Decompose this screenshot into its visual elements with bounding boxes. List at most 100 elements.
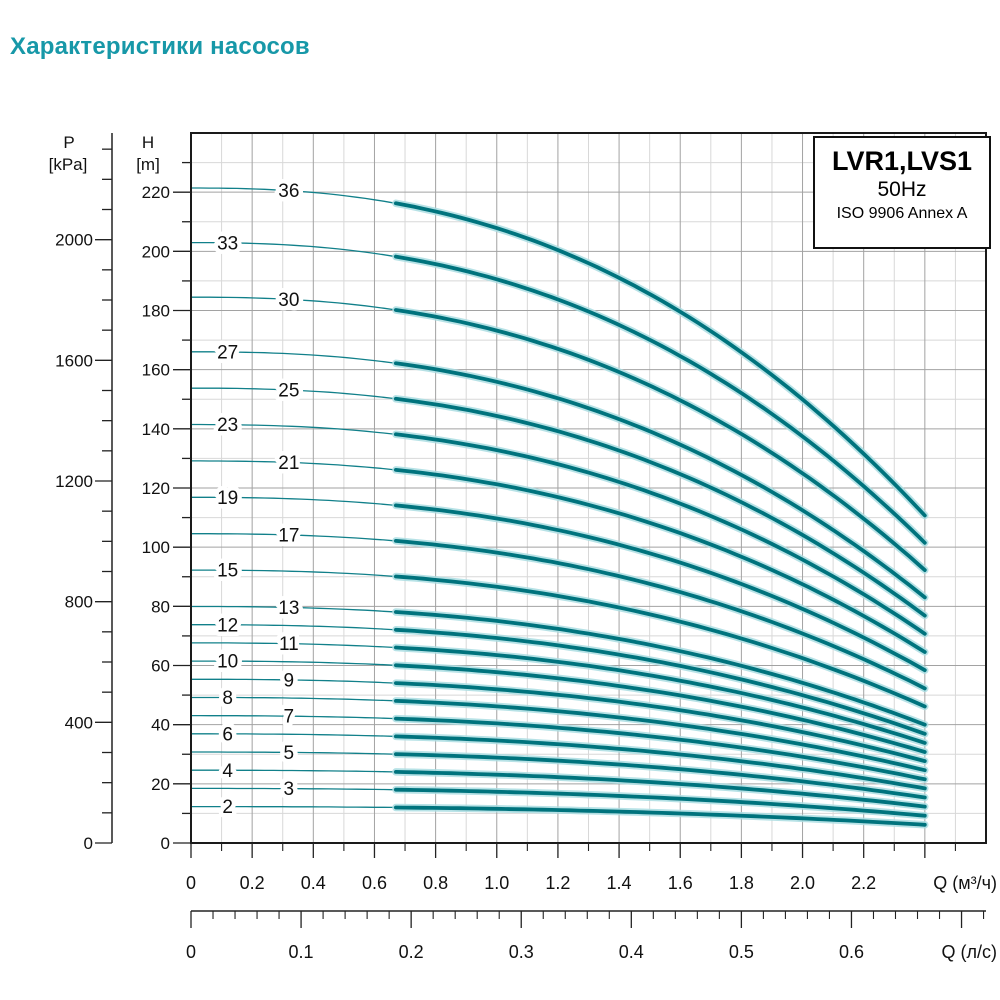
- legend-model-name: LVR1,LVS1: [831, 146, 973, 176]
- legend-box: LVR1,LVS1 50Hz ISO 9906 Annex A: [813, 136, 991, 249]
- head-axis-unit: [m]: [136, 155, 160, 174]
- pump-curve-bold: [394, 663, 927, 754]
- pump-curve-bold: [394, 645, 927, 745]
- pump-curve-label: 19: [217, 488, 238, 509]
- x-axis-tick-label: 0.2: [240, 873, 265, 893]
- pump-curve-label: 3: [284, 779, 295, 800]
- x-axis-tick-label: 1.2: [545, 873, 570, 893]
- pump-curve-bold: [394, 254, 927, 545]
- pump-curve-thin: [191, 241, 406, 259]
- pump-curve-label: 15: [217, 561, 238, 582]
- pump-curve-thin: [191, 351, 406, 366]
- pump-curve-thin: [191, 460, 406, 472]
- pump-curve-bold: [394, 627, 927, 736]
- p-axis-tick-label: 800: [65, 593, 93, 612]
- x-axis-tick-label: 1.8: [729, 873, 754, 893]
- pump-curve-thin: [191, 496, 406, 507]
- h-axis-tick-label: 200: [142, 242, 170, 261]
- pump-curve-bold: [394, 201, 927, 518]
- pump-curve-bold: [394, 752, 927, 800]
- x-axis-tick-label: 2.0: [790, 873, 815, 893]
- p-axis-tick-label: 2000: [55, 231, 93, 250]
- pump-curve-thin: [191, 660, 406, 667]
- x-axis-tick-label: 1.0: [484, 873, 509, 893]
- x-axis-title: Q (м³/ч): [933, 873, 997, 893]
- pump-curve-thin: [191, 569, 406, 578]
- x-axis-tick-label: 1.4: [607, 873, 632, 893]
- pump-curve-label: 30: [278, 290, 299, 311]
- x-axis-tick-label: 0.4: [301, 873, 326, 893]
- h-axis-tick-label: 80: [151, 597, 170, 616]
- ls-axis-tick-label: 0.6: [839, 942, 864, 962]
- pump-curve-thin: [191, 296, 406, 313]
- h-axis-tick-label: 120: [142, 479, 170, 498]
- pump-curve-label: 27: [217, 342, 238, 363]
- x-axis-tick-label: 0: [186, 873, 196, 893]
- h-axis-tick-label: 160: [142, 361, 170, 380]
- pump-curve-label: 36: [278, 181, 299, 202]
- h-axis-tick-label: 100: [142, 538, 170, 557]
- pump-curve-bold: [394, 503, 927, 673]
- pump-curve-bold: [394, 681, 927, 763]
- pressure-axis-name: P: [63, 133, 74, 152]
- pump-curve-label: 12: [217, 615, 238, 636]
- pump-curve-label: 10: [217, 652, 238, 673]
- pressure-axis-unit: [kPa]: [49, 155, 88, 174]
- pump-curve-bold: [394, 396, 927, 618]
- pump-curve-label: 17: [278, 525, 299, 546]
- pump-curve-thin: [191, 714, 406, 720]
- h-axis-tick-label: 140: [142, 420, 170, 439]
- p-axis-tick-label: 400: [65, 713, 93, 732]
- pump-curve-bold: [394, 734, 927, 791]
- pump-curve-bold: [394, 468, 927, 654]
- x-axis-tick-label: 0.8: [423, 873, 448, 893]
- pump-curve-label: 11: [279, 634, 299, 655]
- p-axis-tick-label: 1200: [55, 472, 93, 491]
- ls-axis-tick-label: 0.1: [289, 942, 314, 962]
- pump-curve-thin: [191, 533, 406, 543]
- pump-curve-thin: [191, 187, 406, 206]
- pump-curve-thin: [191, 387, 406, 401]
- head-axis-name: H: [142, 133, 154, 152]
- h-axis-tick-label: 40: [151, 716, 170, 735]
- x-axis-tick-label: 2.2: [851, 873, 876, 893]
- pump-curve-label: 25: [278, 380, 299, 401]
- h-axis-tick-label: 220: [142, 183, 170, 202]
- h-axis-tick-label: 0: [161, 834, 170, 853]
- pump-curve-label: 8: [222, 688, 233, 709]
- ls-axis-title: Q (л/с): [942, 942, 998, 962]
- p-axis-tick-label: 0: [84, 834, 93, 853]
- pump-curve-bold: [394, 770, 927, 809]
- pump-curve-label: 7: [284, 707, 295, 728]
- pump-curve-thin: [191, 696, 406, 702]
- pump-curve-bold: [394, 432, 927, 636]
- pump-curve-thin: [191, 751, 406, 756]
- legend-frequency: 50Hz: [877, 178, 927, 201]
- pump-curve-bold: [394, 787, 927, 818]
- page-title: Характеристики насосов: [10, 33, 310, 60]
- pump-curve-label: 33: [217, 233, 238, 254]
- pump-curve-thin: [191, 733, 406, 738]
- pump-curve-label: 6: [222, 724, 233, 745]
- h-axis-tick-label: 180: [142, 302, 170, 321]
- pump-curve-bold: [394, 308, 927, 572]
- pump-curve-bold: [394, 610, 927, 727]
- pump-curve-bold: [394, 539, 927, 691]
- pump-curve-label: 5: [284, 743, 295, 764]
- pump-curve-thin: [191, 678, 406, 685]
- x-axis-tick-label: 1.6: [668, 873, 693, 893]
- pump-curve-label: 2: [222, 797, 233, 818]
- pump-curve-bold: [394, 716, 927, 782]
- pump-curve-thin: [191, 787, 405, 791]
- pump-curve-thin: [191, 805, 406, 809]
- pump-curve-bold: [394, 574, 927, 709]
- pump-curve-label: 23: [217, 415, 238, 436]
- ls-axis-tick-label: 0.4: [619, 942, 644, 962]
- pump-curve-bold: [394, 361, 927, 600]
- pump-curve-label: 9: [284, 670, 295, 691]
- pump-curve-bold: [394, 805, 927, 827]
- pump-curve-thin: [191, 642, 406, 649]
- pump-curve-label: 13: [278, 598, 299, 619]
